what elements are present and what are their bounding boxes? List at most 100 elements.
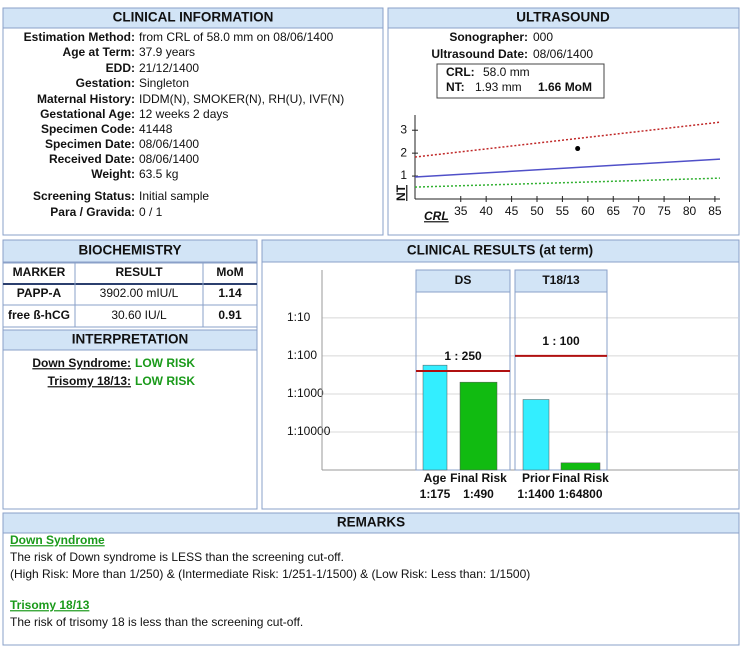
table-cell: 3902.00 mIU/L [100,286,179,300]
table-cell: 1.14 [218,286,242,300]
field-label: Gestational Age: [40,107,135,121]
panel-header [2,239,258,263]
panel-title: INTERPRETATION [72,332,189,347]
table-header: MARKER [13,265,66,279]
y-tick-label: 1 [400,168,407,182]
table-cell: 0.91 [218,308,242,322]
bar-value-label: 1:64800 [558,487,602,501]
y-tick-label: 1:100 [287,348,317,362]
field-label: Specimen Code: [41,122,135,136]
y-tick-label: 1:10000 [287,424,331,438]
interp-label: Down Syndrome: [32,356,131,370]
group-name: DS [455,273,472,287]
interp-value: LOW RISK [135,374,195,388]
panel-title: ULTRASOUND [516,10,610,25]
x-tick-label: 70 [632,204,646,218]
remarks-panel [2,512,740,646]
x-axis-label: CRL [424,209,449,223]
x-tick-label: 50 [530,204,544,218]
measure-label: NT: [446,80,465,94]
y-tick-label: 1:1000 [287,386,324,400]
curve [414,158,721,178]
ultrasound-panel [387,7,740,236]
panel-header [2,512,740,534]
bar [459,381,498,471]
measure-box [436,63,605,99]
x-tick-label: 60 [581,204,595,218]
group-header [415,269,511,293]
panel-title: BIOCHEMISTRY [78,243,181,258]
curve [414,177,721,188]
field-label: Maternal History: [37,92,135,106]
x-tick-label: 55 [556,204,570,218]
remark-line: The risk of trisomy 18 is less than the … [10,615,303,629]
field-label: Weight: [91,167,135,181]
field-value: 000 [533,30,553,44]
bar [422,364,448,471]
table-header: RESULT [115,265,163,279]
field-label: Received Date: [49,152,135,166]
measure-mom: 1.66 MoM [538,80,592,94]
x-tick-label: 85 [708,204,722,218]
field-value: Singleton [139,76,189,90]
field-label: Estimation Method: [24,30,135,44]
panel-title: REMARKS [337,515,405,530]
bar-category: Final Risk [552,471,609,485]
field-value: 08/06/1400 [139,152,199,166]
field-label: Sonographer: [449,30,528,44]
panel-title: CLINICAL INFORMATION [113,10,274,25]
clinical-panel [2,7,384,236]
y-tick-label: 2 [400,145,407,159]
y-tick-label: 1:10 [287,310,311,324]
field-value: 0 / 1 [139,205,163,219]
x-tick-label: 40 [479,204,493,218]
field-value: 37.9 years [139,45,195,59]
panel-header [261,239,740,263]
group-header [514,269,608,293]
y-axis-label: NT [394,184,408,201]
bar-category: Age [424,471,447,485]
group-name: T18/13 [542,273,580,287]
table-cell: PAPP-A [17,286,62,300]
field-value: IDDM(N), SMOKER(N), RH(U), IVF(N) [139,92,344,106]
x-tick-label: 45 [505,204,519,218]
panel-title: CLINICAL RESULTS (at term) [407,243,593,258]
field-label: Screening Status: [33,189,135,203]
remark-heading: Down Syndrome [10,533,105,547]
remark-heading: Trisomy 18/13 [10,598,90,612]
field-value: 08/06/1400 [533,47,593,61]
measure-label: CRL: [446,65,475,79]
field-label: Ultrasound Date: [431,47,528,61]
measure-value: 58.0 mm [483,65,530,79]
bar [560,462,601,471]
measure-value: 1.93 mm [475,80,522,94]
field-value: Initial sample [139,189,209,203]
bar [522,399,550,471]
field-value: 08/06/1400 [139,137,199,151]
x-tick-label: 80 [683,204,697,218]
field-value: 63.5 kg [139,167,178,181]
interp-value: LOW RISK [135,356,195,370]
field-label: Specimen Date: [45,137,135,151]
table-header: MoM [216,265,243,279]
field-label: EDD: [106,61,135,75]
curve [414,121,721,158]
bar-value-label: 1:1400 [517,487,555,501]
field-value: from CRL of 58.0 mm on 08/06/1400 [139,30,334,44]
field-value: 21/12/1400 [139,61,199,75]
remark-line: The risk of Down syndrome is LESS than t… [10,550,344,564]
x-tick-label: 65 [607,204,621,218]
field-label: Age at Term: [63,45,135,59]
nt-point [575,146,581,152]
x-tick-label: 75 [657,204,671,218]
bar-value-label: 1:175 [420,487,451,501]
remark-line: (High Risk: More than 1/250) & (Intermed… [10,567,530,581]
panel-header [387,7,740,29]
field-label: Para / Gravida: [50,205,135,219]
table-cell: 30.60 IU/L [111,308,167,322]
cutoff-label: 1 : 250 [444,349,482,363]
table-cell: free ß-hCG [8,308,70,322]
interp-label: Trisomy 18/13: [48,374,131,388]
panel-header [2,329,258,351]
